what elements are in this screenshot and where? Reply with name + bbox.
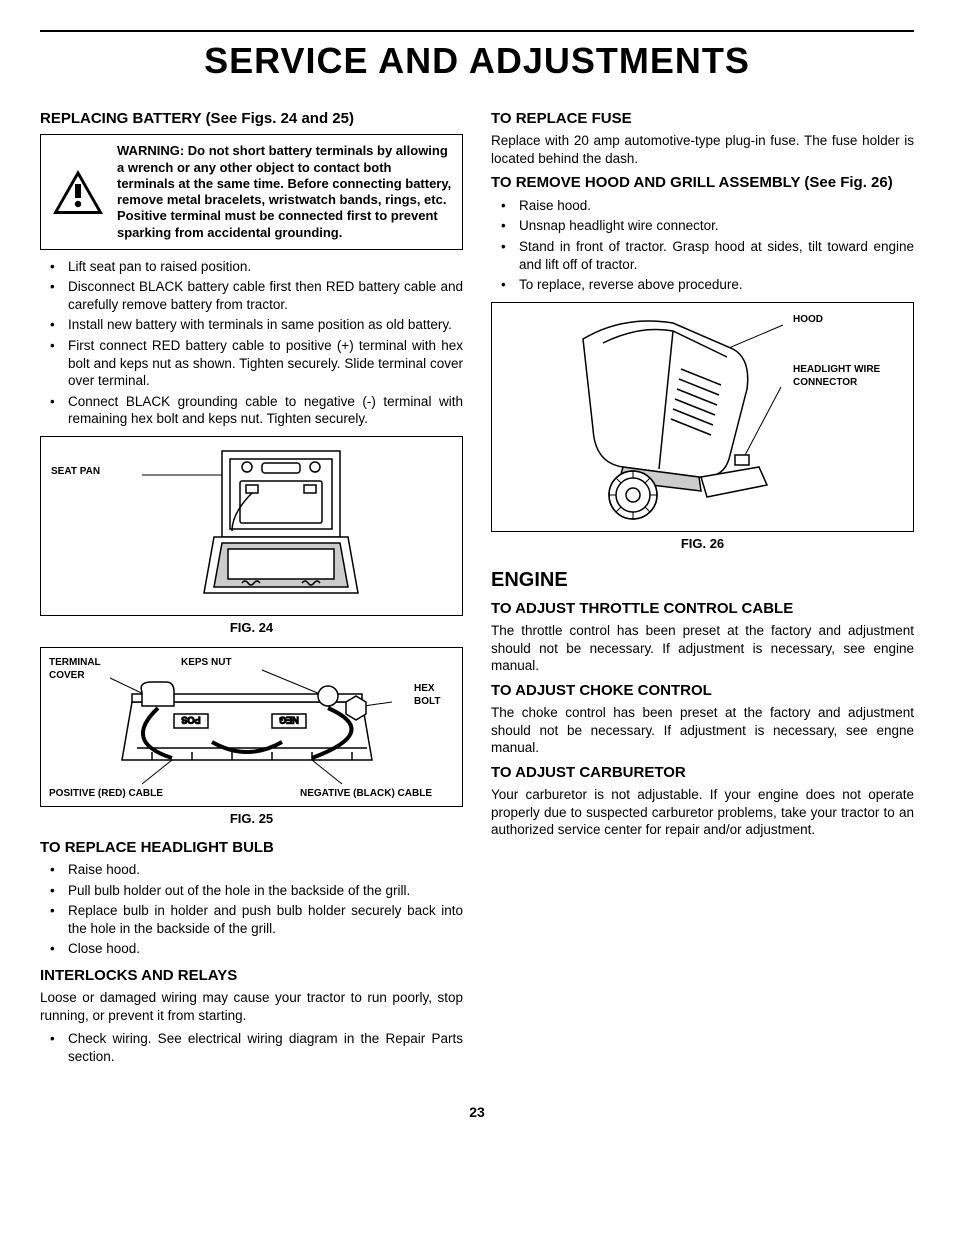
battery-steps-list: Lift seat pan to raised position. Discon… (40, 258, 463, 428)
list-item: Connect BLACK grounding cable to negativ… (40, 393, 463, 428)
list-item: Check wiring. See electrical wiring diag… (40, 1030, 463, 1065)
page-number: 23 (40, 1103, 914, 1121)
list-item: Install new battery with terminals in sa… (40, 316, 463, 334)
fig26-hood-label: HOOD (793, 313, 823, 326)
fig25-pos-cable-label: POSITIVE (RED) CABLE (49, 787, 163, 800)
top-rule (40, 30, 914, 32)
fuse-para: Replace with 20 amp automotive-type plug… (491, 132, 914, 167)
interlocks-para: Loose or damaged wiring may cause your t… (40, 989, 463, 1024)
fig25-caption: FIG. 25 (40, 811, 463, 828)
page-title: SERVICE AND ADJUSTMENTS (40, 38, 914, 85)
fig24-seat-pan-label: SEAT PAN (51, 465, 100, 478)
two-column-layout: REPLACING BATTERY (See Figs. 24 and 25) … (40, 103, 914, 1074)
fig25-keps-nut-label: KEPS NUT (181, 656, 232, 669)
engine-section-heading: ENGINE (491, 567, 914, 593)
svg-text:NEG: NEG (279, 715, 299, 725)
fig25-terminal-cover-label: TERMINAL COVER (49, 656, 119, 682)
warning-text: WARNING: Do not short battery terminals … (117, 143, 452, 241)
list-item: Unsnap headlight wire connector. (491, 217, 914, 235)
headlight-steps-list: Raise hood. Pull bulb holder out of the … (40, 861, 463, 958)
choke-heading: TO ADJUST CHOKE CONTROL (491, 681, 914, 701)
left-column: REPLACING BATTERY (See Figs. 24 and 25) … (40, 103, 463, 1074)
headlight-heading: TO REPLACE HEADLIGHT BULB (40, 838, 463, 858)
list-item: Pull bulb holder out of the hole in the … (40, 882, 463, 900)
warning-box: WARNING: Do not short battery terminals … (40, 134, 463, 250)
list-item: Lift seat pan to raised position. (40, 258, 463, 276)
svg-text:POS: POS (181, 715, 200, 725)
list-item: Replace bulb in holder and push bulb hol… (40, 902, 463, 937)
interlocks-heading: INTERLOCKS AND RELAYS (40, 966, 463, 986)
right-column: TO REPLACE FUSE Replace with 20 amp auto… (491, 103, 914, 1074)
hood-heading: TO REMOVE HOOD AND GRILL ASSEMBLY (See F… (491, 173, 914, 193)
fig26-caption: FIG. 26 (491, 536, 914, 553)
list-item: Disconnect BLACK battery cable first the… (40, 278, 463, 313)
list-item: Stand in front of tractor. Grasp hood at… (491, 238, 914, 273)
fig24-illustration (122, 443, 382, 608)
list-item: Close hood. (40, 940, 463, 958)
hood-steps-list: Raise hood. Unsnap headlight wire connec… (491, 197, 914, 294)
throttle-para: The throttle control has been preset at … (491, 622, 914, 675)
list-item: First connect RED battery cable to posit… (40, 337, 463, 390)
fuse-heading: TO REPLACE FUSE (491, 109, 914, 129)
choke-para: The choke control has been preset at the… (491, 704, 914, 757)
fig25-hex-bolt-label: HEX BOLT (414, 682, 454, 708)
list-item: Raise hood. (491, 197, 914, 215)
fig26-illustration (523, 309, 883, 524)
list-item: Raise hood. (40, 861, 463, 879)
fig26-connector-label: HEADLIGHT WIRE CONNECTOR (793, 363, 903, 389)
warning-triangle-icon (51, 143, 105, 241)
fig25-neg-cable-label: NEGATIVE (BLACK) CABLE (300, 787, 432, 800)
figure-24: SEAT PAN (40, 436, 463, 616)
fig24-caption: FIG. 24 (40, 620, 463, 637)
throttle-heading: TO ADJUST THROTTLE CONTROL CABLE (491, 599, 914, 619)
carb-heading: TO ADJUST CARBURETOR (491, 763, 914, 783)
list-item: To replace, reverse above procedure. (491, 276, 914, 294)
replacing-battery-heading: REPLACING BATTERY (See Figs. 24 and 25) (40, 109, 463, 129)
figure-26: HOOD HEADLIGHT WIRE CONNECTOR (491, 302, 914, 532)
figure-25: TERMINAL COVER KEPS NUT HEX BOLT POSITIV… (40, 647, 463, 807)
carb-para: Your carburetor is not adjustable. If yo… (491, 786, 914, 839)
interlocks-steps-list: Check wiring. See electrical wiring diag… (40, 1030, 463, 1065)
